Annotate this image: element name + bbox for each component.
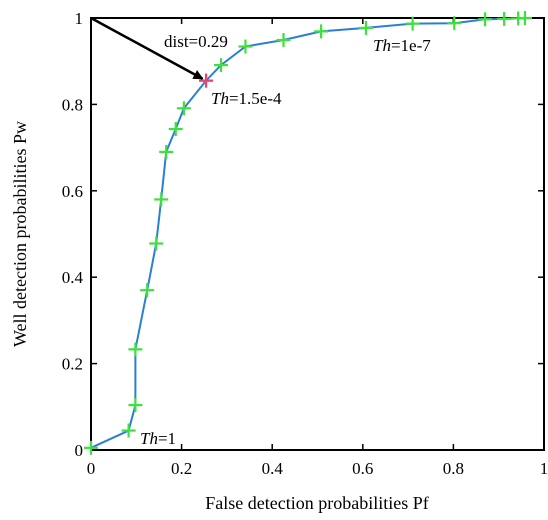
roc-curve-point — [447, 16, 462, 31]
roc-curve-point — [478, 12, 493, 27]
roc-curve-point — [176, 101, 191, 116]
annotation-text: dist=0.29 — [164, 32, 228, 51]
plot-frame — [90, 17, 545, 451]
annotation-value: =1e-7 — [391, 36, 431, 55]
annotation-italic: Th — [140, 429, 158, 448]
x-axis-ticks: 0 0.2 0.4 0.6 0.8 1 — [87, 18, 548, 478]
th-max-annotation: Th=1 — [140, 429, 176, 448]
roc-curve-point — [238, 39, 253, 54]
roc-curve-point — [358, 20, 373, 35]
y-tick-label: 1 — [75, 9, 84, 28]
distance-arrow — [90, 16, 204, 80]
roc-curve-point — [84, 440, 98, 455]
x-tick-label: 0.4 — [262, 459, 284, 478]
roc-curve-point — [128, 398, 143, 413]
annotation-value: =1 — [158, 429, 176, 448]
y-tick-label: 0.6 — [62, 182, 83, 201]
roc-curve-point — [154, 192, 169, 207]
roc-curve-point — [517, 11, 532, 25]
y-tick-label: 0.2 — [62, 355, 83, 374]
roc-curve-point — [168, 122, 183, 137]
roc-curve-point — [159, 144, 174, 159]
dist-annotation: dist=0.29 — [164, 32, 228, 51]
x-tick-label: 1 — [540, 459, 548, 478]
x-tick-label: 0 — [87, 459, 96, 478]
series-layer — [84, 11, 532, 455]
y-axis-label: Well detection probabilities Pw — [10, 121, 30, 347]
annotation-italic: Th — [373, 36, 391, 55]
roc-curve-point — [497, 11, 512, 26]
optimal-point — [199, 73, 214, 88]
roc-curve-line — [90, 17, 526, 449]
y-axis-ticks: 0 0.2 0.4 0.6 0.8 1 — [62, 9, 544, 460]
x-tick-label: 0.2 — [171, 459, 192, 478]
y-tick-label: 0.4 — [62, 268, 84, 287]
th-min-annotation: Th=1e-7 — [373, 36, 431, 55]
roc-curve-point — [128, 342, 143, 357]
roc-curve-point — [149, 236, 164, 251]
x-axis-label: False detection probabilities Pf — [205, 493, 428, 513]
roc-curve-point — [276, 33, 291, 48]
x-tick-label: 0.6 — [352, 459, 373, 478]
y-tick-label: 0.8 — [62, 95, 83, 114]
roc-curve-point — [121, 423, 136, 438]
annotation-italic: Th — [211, 89, 229, 108]
roc-curve-point — [314, 24, 329, 39]
y-tick-label: 0 — [75, 441, 84, 460]
x-tick-label: 0.8 — [443, 459, 464, 478]
roc-curve-point — [405, 16, 420, 31]
roc-curve-point — [140, 283, 155, 298]
annotation-value: =1.5e-4 — [229, 89, 282, 108]
roc-curve-point — [214, 58, 229, 73]
th-opt-annotation: Th=1.5e-4 — [211, 89, 282, 108]
